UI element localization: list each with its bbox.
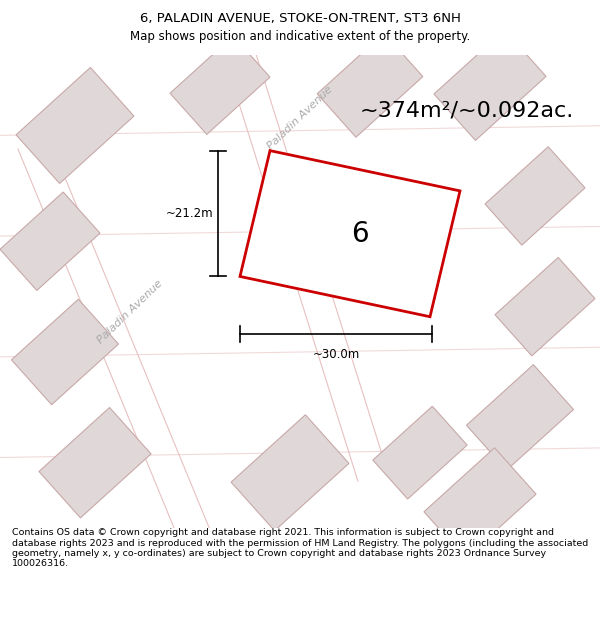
Polygon shape [0,192,100,291]
Text: ~30.0m: ~30.0m [313,348,359,361]
Polygon shape [11,299,119,405]
Text: 6, PALADIN AVENUE, STOKE-ON-TRENT, ST3 6NH: 6, PALADIN AVENUE, STOKE-ON-TRENT, ST3 6… [140,12,460,25]
Polygon shape [485,147,585,245]
Polygon shape [231,415,349,531]
Polygon shape [16,68,134,184]
Polygon shape [424,448,536,558]
Text: ~21.2m: ~21.2m [166,207,213,220]
Text: 6: 6 [351,219,369,248]
Polygon shape [434,30,546,141]
Polygon shape [495,258,595,356]
Polygon shape [317,33,423,138]
Text: Paladin Avenue: Paladin Avenue [95,278,164,345]
Text: ~374m²/~0.092ac.: ~374m²/~0.092ac. [360,101,574,121]
Text: Contains OS data © Crown copyright and database right 2021. This information is : Contains OS data © Crown copyright and d… [12,528,588,568]
Polygon shape [170,36,270,134]
Polygon shape [373,406,467,499]
Text: Paladin Avenue: Paladin Avenue [265,84,335,151]
Polygon shape [240,151,460,317]
Polygon shape [466,364,574,470]
Text: Map shows position and indicative extent of the property.: Map shows position and indicative extent… [130,30,470,43]
Polygon shape [39,408,151,518]
